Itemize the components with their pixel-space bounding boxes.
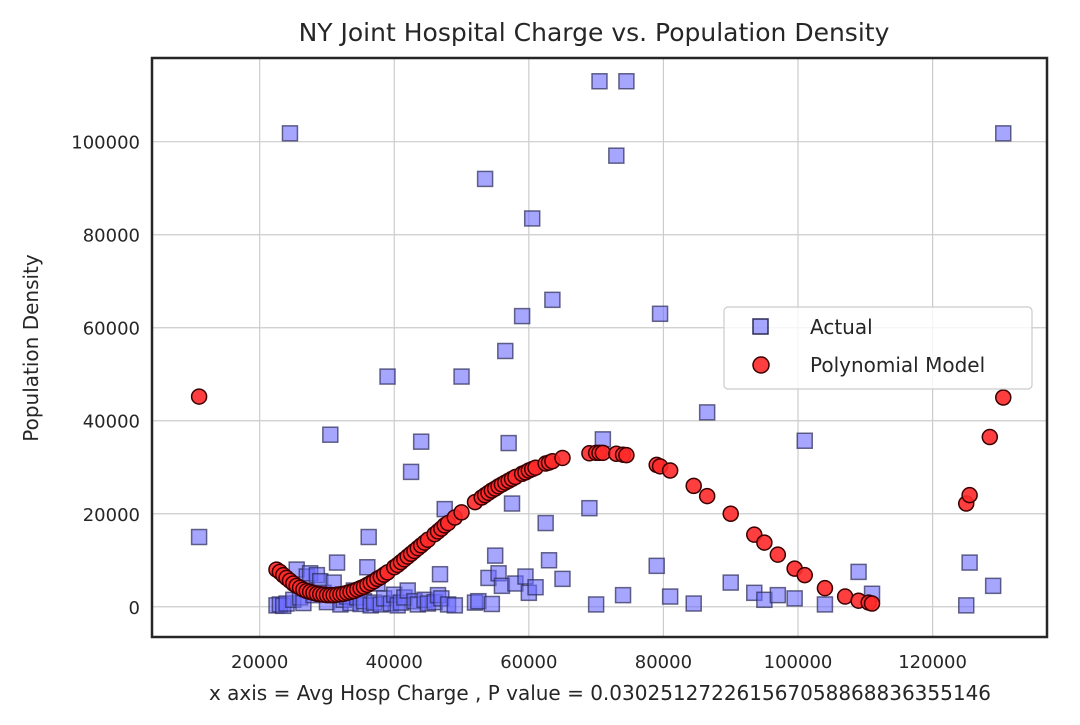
actual-point (651, 305, 669, 323)
actual-point (608, 147, 625, 164)
actual-point (591, 73, 608, 90)
actual-point (328, 554, 346, 571)
actual-point (523, 210, 541, 227)
actual-point (614, 586, 632, 604)
x-tick-label: 100000 (764, 652, 833, 673)
actual-point (698, 404, 716, 421)
polynomial-model-point (554, 449, 571, 467)
y-tick-label: 60000 (83, 319, 140, 340)
actual-point (500, 434, 517, 452)
actual-point (527, 578, 544, 596)
x-tick-label: 80000 (635, 652, 692, 673)
chart-title: NY Joint Hospital Charge vs. Population … (299, 18, 890, 47)
actual-point (486, 547, 504, 564)
actual-point (537, 514, 554, 532)
legend-box (723, 306, 1033, 390)
polynomial-model-point (769, 546, 787, 563)
polynomial-model-point (863, 595, 881, 612)
polynomial-model-point (796, 566, 813, 584)
legend-marker-actual (752, 318, 769, 335)
actual-point (685, 595, 702, 612)
legend-label-polynomial-model: Polynomial Model (810, 353, 985, 377)
polynomial-model-point (698, 487, 716, 505)
actual-point (359, 558, 376, 576)
x-tick-label: 60000 (500, 652, 557, 673)
polynomial-model-point (995, 389, 1012, 406)
legend-marker-polynomial-model (752, 356, 770, 374)
polynomial-model-point (961, 486, 978, 504)
plot-frame (150, 56, 1049, 639)
x-tick-label: 120000 (898, 652, 967, 673)
actual-point (503, 495, 521, 512)
actual-point (431, 565, 449, 583)
x-axis-label: x axis = Avg Hosp Charge , P value = 0.0… (209, 681, 991, 705)
actual-point (476, 170, 494, 188)
y-tick-label: 80000 (83, 226, 140, 247)
actual-point (984, 577, 1002, 595)
actual-point (540, 552, 558, 569)
actual-series (190, 73, 1012, 615)
actual-point (661, 588, 679, 605)
actual-point (796, 432, 813, 449)
actual-point (850, 563, 867, 581)
polynomial-model-point (453, 504, 470, 521)
polynomial-model-point (981, 428, 999, 446)
actual-point (648, 557, 665, 575)
polynomial-model-point (661, 462, 679, 479)
legend-label-actual: Actual (810, 315, 873, 339)
actual-point (722, 574, 739, 591)
polynomial-model-point (685, 477, 702, 495)
polynomial-model-point (836, 588, 854, 605)
polynomial-model-series (190, 388, 1012, 612)
actual-point (554, 570, 571, 588)
y-tick-label: 0 (129, 598, 140, 619)
actual-point (281, 125, 299, 142)
x-tick-labels: 20000 40000 60000 80000 100000 120000 (231, 652, 967, 673)
actual-point (497, 342, 514, 360)
actual-point (453, 368, 470, 385)
actual-point (412, 433, 430, 450)
actual-point (544, 291, 561, 309)
x-tick-label: 20000 (231, 652, 288, 673)
actual-point (995, 125, 1012, 142)
actual-point (587, 596, 605, 613)
y-tick-labels: 0 20000 40000 60000 80000 100000 (71, 133, 140, 619)
actual-point (483, 595, 501, 613)
actual-point (513, 307, 531, 325)
actual-point (769, 586, 787, 604)
actual-point (402, 463, 420, 481)
polynomial-model-point (816, 579, 834, 597)
polynomial-model-point (190, 388, 208, 405)
actual-point (957, 597, 975, 614)
y-tick-label: 40000 (83, 412, 140, 433)
polynomial-model-point (618, 446, 635, 464)
polynomial-model-point (722, 505, 739, 523)
actual-point (816, 596, 834, 613)
actual-point (961, 554, 978, 571)
legend: Actual Polynomial Model (723, 306, 1033, 390)
y-tick-label: 20000 (83, 505, 140, 526)
polynomial-model-point (756, 534, 773, 551)
actual-point (322, 426, 339, 443)
polynomial-model-point (594, 444, 612, 462)
actual-point (360, 528, 377, 546)
actual-point (581, 499, 598, 517)
y-axis-label: Population Density (19, 254, 43, 442)
actual-point (618, 73, 635, 90)
x-tick-label: 40000 (366, 652, 423, 673)
actual-point (786, 590, 803, 607)
actual-point (190, 528, 208, 546)
y-tick-label: 100000 (71, 133, 140, 154)
actual-point (379, 368, 396, 385)
actual-point (446, 597, 464, 614)
